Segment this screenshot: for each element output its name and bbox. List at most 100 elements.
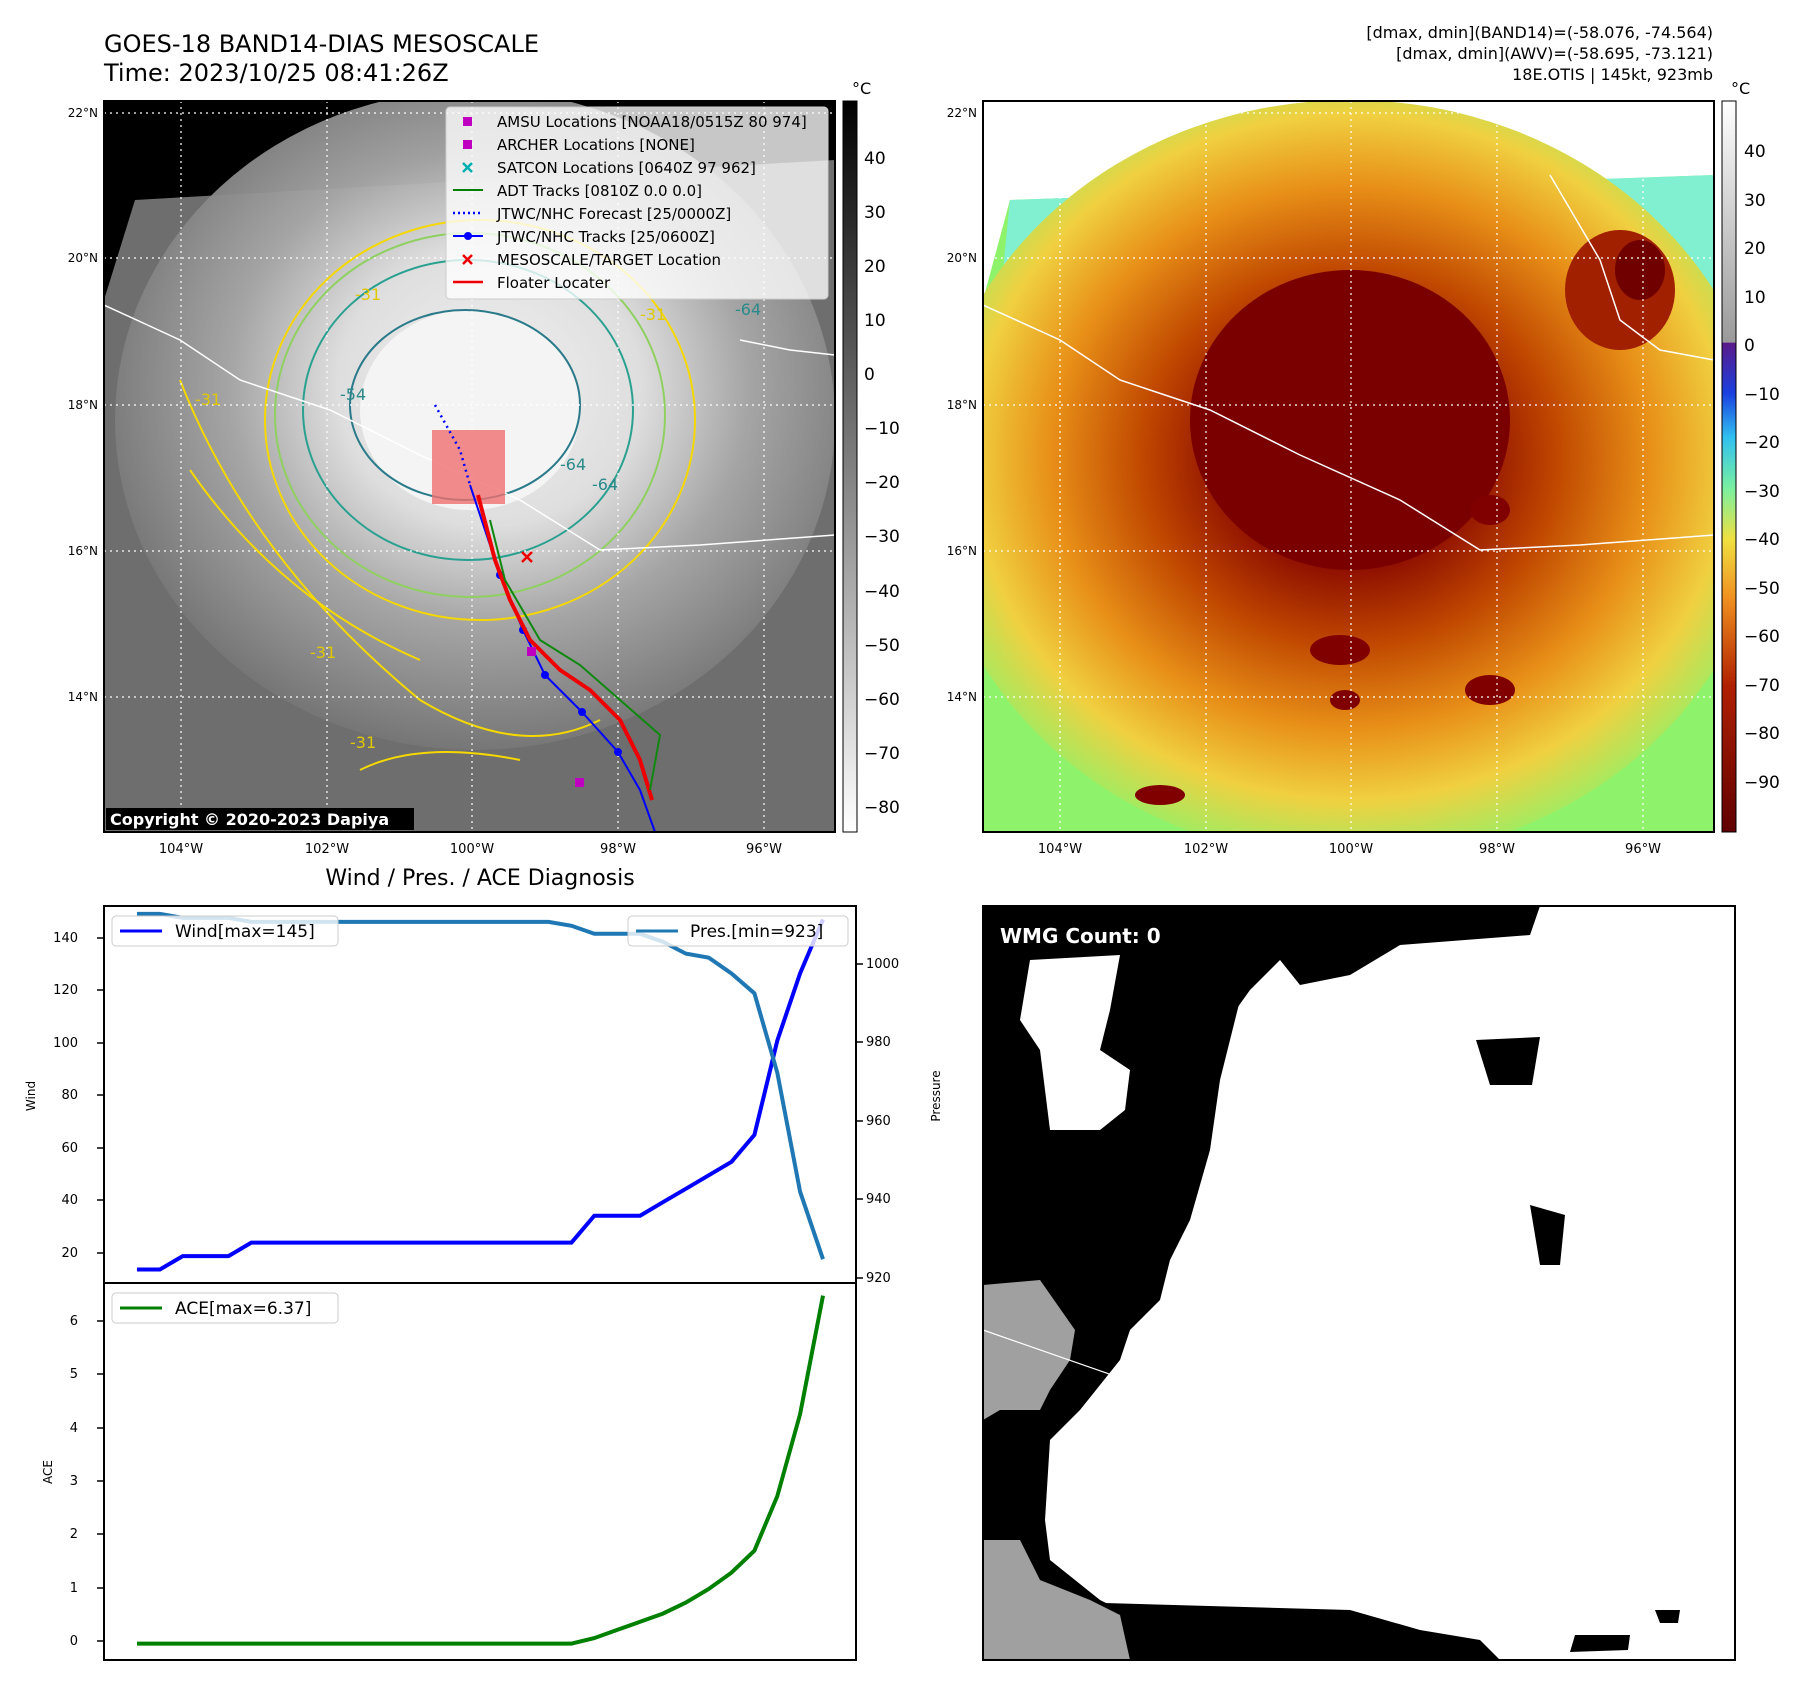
figure-title-line2: Time: 2023/10/25 08:41:26Z (103, 59, 449, 87)
info-text: [dmax, dmin](BAND14)=(-58.076, -74.564) … (1366, 23, 1713, 84)
svg-text:104°W: 104°W (159, 842, 203, 857)
wind-legend: Wind[max=145] (111, 915, 339, 947)
svg-text:-54: -54 (340, 385, 366, 404)
pres-ticks: 1000 980 960 940 920 (866, 957, 899, 1286)
ir-colorbar-unit: °C (852, 79, 871, 98)
svg-text:80: 80 (61, 1088, 78, 1103)
svg-text:6: 6 (70, 1314, 78, 1329)
svg-text:20: 20 (61, 1246, 78, 1261)
wmg-grey-regions (983, 1280, 1130, 1660)
svg-text:−10: −10 (864, 419, 900, 439)
awv-lat-labels: 22°N 20°N 18°N 16°N 14°N (947, 106, 977, 704)
svg-text:0: 0 (864, 365, 875, 385)
ace-ticks: 6 5 4 3 2 1 0 (70, 1314, 78, 1649)
svg-text:10: 10 (1744, 288, 1766, 308)
svg-text:4: 4 (70, 1421, 78, 1436)
svg-text:20: 20 (864, 257, 886, 277)
awv-colorbar-ticks: 40 30 20 10 0 −10 −20 −30 −40 −50 −60 −7… (1744, 142, 1780, 793)
wmg-light-holes (1020, 955, 1245, 1412)
amsu-marker (575, 778, 584, 787)
copyright-text: Copyright © 2020-2023 Dapiya (110, 810, 389, 829)
svg-text:20: 20 (1744, 239, 1766, 259)
ir-frame (103, 100, 836, 833)
svg-text:16°N: 16°N (68, 544, 98, 558)
ace-legend: ACE[max=6.37] (111, 1292, 339, 1324)
svg-text:30: 30 (864, 203, 886, 223)
svg-text:18°N: 18°N (947, 398, 977, 412)
svg-text:Floater Locater: Floater Locater (497, 274, 611, 292)
svg-text:−40: −40 (1744, 530, 1780, 550)
svg-text:ADT Tracks [0810Z 0.0 0.0]: ADT Tracks [0810Z 0.0 0.0] (497, 182, 702, 200)
ir-lat-labels: 22°N 20°N 18°N 16°N 14°N (68, 106, 98, 704)
svg-text:−80: −80 (1744, 724, 1780, 744)
svg-text:Wind[max=145]: Wind[max=145] (175, 922, 315, 942)
svg-text:40: 40 (864, 149, 886, 169)
svg-text:−10: −10 (1744, 385, 1780, 405)
wind-axes-frame (103, 905, 857, 1284)
diagnosis-title: Wind / Pres. / ACE Diagnosis (325, 866, 634, 891)
svg-text:1000: 1000 (866, 957, 899, 972)
pressure-line (137, 911, 825, 1260)
svg-text:-31: -31 (350, 733, 376, 752)
awv-panel: [dmax, dmin](BAND14)=(-58.076, -74.564) … (947, 23, 1780, 857)
wind-line (137, 918, 825, 1272)
svg-text:960: 960 (866, 1114, 891, 1129)
awv-lon-labels: 104°W 102°W 100°W 98°W 96°W (1038, 842, 1661, 857)
wind-series-layer (137, 918, 825, 1272)
svg-text:−80: −80 (864, 798, 900, 818)
svg-text:-31: -31 (310, 643, 336, 662)
svg-text:AMSU Locations [NOAA18/0515Z 8: AMSU Locations [NOAA18/0515Z 80 974] (497, 113, 807, 131)
svg-text:10: 10 (864, 311, 886, 331)
svg-text:100°W: 100°W (450, 842, 494, 857)
svg-text:40: 40 (61, 1193, 78, 1208)
svg-text:0: 0 (70, 1634, 78, 1649)
ir-panel: GOES-18 BAND14-DIAS MESOSCALE Time: 2023… (68, 30, 900, 857)
pres-ylabel: Pressure (929, 1070, 943, 1121)
ace-line (137, 1295, 825, 1646)
diagnosis-panel: Wind / Pres. / ACE Diagnosis 140 120 100… (24, 866, 943, 1661)
wind-ticks: 140 120 100 80 60 40 20 (53, 931, 78, 1261)
svg-text:16°N: 16°N (947, 544, 977, 558)
svg-text:98°W: 98°W (1479, 842, 1515, 857)
svg-text:3: 3 (70, 1474, 78, 1489)
ir-colorbar (842, 100, 858, 833)
figure-title-line1: GOES-18 BAND14-DIAS MESOSCALE (104, 30, 539, 58)
svg-text:MESOSCALE/TARGET Location: MESOSCALE/TARGET Location (497, 251, 721, 269)
pres-legend: Pres.[min=923] (627, 915, 849, 947)
awv-colorbar-unit: °C (1731, 79, 1750, 98)
svg-text:60: 60 (61, 1141, 78, 1156)
wmg-panel: WMG Count: 0 (982, 905, 1736, 1661)
awv-gridlines (983, 101, 1714, 832)
svg-text:18°N: 18°N (68, 398, 98, 412)
ir-lon-labels: 104°W 102°W 100°W 98°W 96°W (159, 842, 782, 857)
floater-track (476, 494, 654, 801)
svg-text:−70: −70 (864, 744, 900, 764)
svg-text:920: 920 (866, 1271, 891, 1286)
svg-text:-31: -31 (195, 390, 221, 409)
wmg-frame (982, 905, 1736, 1661)
svg-text:[dmax, dmin](AWV)=(-58.695, -7: [dmax, dmin](AWV)=(-58.695, -73.121) (1396, 44, 1713, 63)
adt-track (489, 519, 662, 791)
svg-text:96°W: 96°W (1625, 842, 1661, 857)
svg-text:1: 1 (70, 1581, 78, 1596)
svg-text:96°W: 96°W (746, 842, 782, 857)
ir-legend: AMSU Locations [NOAA18/0515Z 80 974] ARC… (445, 106, 829, 300)
svg-text:102°W: 102°W (1184, 842, 1228, 857)
svg-text:18E.OTIS | 145kt, 923mb: 18E.OTIS | 145kt, 923mb (1512, 65, 1713, 84)
svg-text:980: 980 (866, 1035, 891, 1050)
svg-text:−40: −40 (864, 582, 900, 602)
contour-labels-dark: -54 -64 -64 -64 (340, 300, 761, 494)
svg-text:-64: -64 (735, 300, 761, 319)
svg-text:ARCHER Locations [NONE]: ARCHER Locations [NONE] (497, 136, 695, 154)
floater-box (432, 430, 505, 504)
svg-text:0: 0 (1744, 336, 1755, 356)
svg-text:940: 940 (866, 1192, 891, 1207)
awv-colorbar (1721, 100, 1737, 833)
ace-axes-frame (103, 1282, 857, 1661)
awv-frame (982, 100, 1715, 833)
ace-ylabel: ACE (41, 1460, 55, 1484)
svg-text:−60: −60 (864, 690, 900, 710)
awv-image (983, 101, 1714, 832)
svg-text:40: 40 (1744, 142, 1766, 162)
svg-text:−60: −60 (1744, 627, 1780, 647)
